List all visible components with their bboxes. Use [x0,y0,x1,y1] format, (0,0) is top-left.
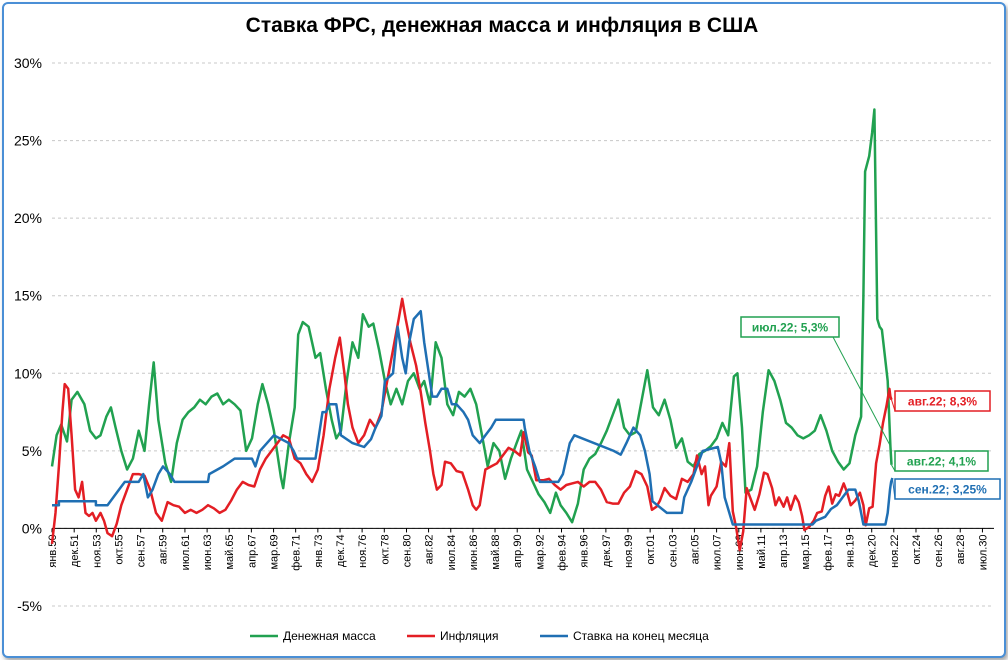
x-tick-label: июл.07 [712,534,724,570]
chart-title: Ставка ФРС, денежная масса и инфляция в … [245,14,759,37]
x-tick-label: сен.03 [667,534,679,567]
x-tick-label: авг.05 [689,534,701,564]
x-tick-label: окт.01 [645,534,657,564]
x-tick-label: дек.51 [69,534,81,567]
y-tick-label: -5% [17,598,42,614]
x-tick-label: апр.90 [512,534,524,567]
x-tick-label: июл.61 [180,534,192,570]
x-tick-label: сен.57 [136,534,148,567]
x-tick-label: янв.73 [313,534,325,567]
x-tick-label: июн.09 [734,534,746,570]
callout-box [894,450,989,472]
x-tick-label: ноя.22 [889,534,901,567]
x-tick-label: авг.28 [955,534,967,564]
series-line-0 [50,108,893,524]
x-tick-label: авг.59 [158,534,170,564]
x-tick-label: июн.86 [468,534,480,570]
x-tick-label: дек.74 [335,534,347,567]
x-tick-label: янв.50 [47,534,59,567]
x-tick-label: мар.92 [534,534,546,569]
legend-label-1: Инфляция [440,629,498,643]
callout-box [894,390,991,412]
x-tick-label: ноя.76 [357,534,369,567]
x-tick-label: фев.94 [556,534,568,570]
x-tick-label: янв.96 [579,534,591,567]
x-tick-label: июл.84 [446,534,458,570]
y-tick-label: 20% [14,210,42,226]
callout-box [894,478,1001,500]
x-tick-label: ноя.53 [91,534,103,567]
x-tick-label: сен.26 [933,534,945,567]
x-tick-label: дек.20 [867,534,879,567]
x-tick-label: фев.17 [822,534,834,570]
x-tick-label: сен.80 [401,534,413,567]
y-tick-label: 30% [14,55,42,71]
x-tick-label: май.88 [490,534,502,569]
x-tick-label: окт.24 [911,534,923,564]
y-tick-label: 0% [22,520,42,536]
x-tick-label: авг.82 [424,534,436,564]
series-line-1 [50,297,893,552]
callout-label: сен.22; 3,25% [908,483,987,497]
y-tick-label: 5% [22,443,42,459]
y-tick-label: 10% [14,365,42,381]
x-tick-label: янв.19 [845,534,857,567]
callout-label: авг.22; 4,1% [907,455,977,469]
x-tick-label: мар.69 [269,534,281,569]
series-line-2 [52,309,894,526]
y-tick-label: 15% [14,288,42,304]
callout-box [740,316,840,338]
x-tick-label: май.11 [756,534,768,568]
x-tick-label: окт.78 [379,534,391,564]
x-tick-label: мар.15 [800,534,812,569]
y-tick-label: 25% [14,133,42,149]
callout-label: июл.22; 5,3% [752,321,829,335]
x-tick-label: фев.71 [291,534,303,570]
legend-label-0: Денежная масса [283,629,376,643]
x-tick-label: июн.63 [202,534,214,570]
x-tick-label: дек.97 [601,534,613,567]
x-tick-label: июл.30 [977,534,989,570]
x-tick-label: ноя.99 [623,534,635,567]
callout-leader [832,336,891,447]
x-tick-label: май.65 [224,534,236,569]
x-tick-label: окт.55 [113,534,125,564]
x-tick-label: апр.67 [246,534,258,567]
legend-label-2: Ставка на конец месяца [573,629,709,643]
x-tick-label: апр.13 [778,534,790,567]
callout-label: авг.22; 8,3% [908,395,978,409]
